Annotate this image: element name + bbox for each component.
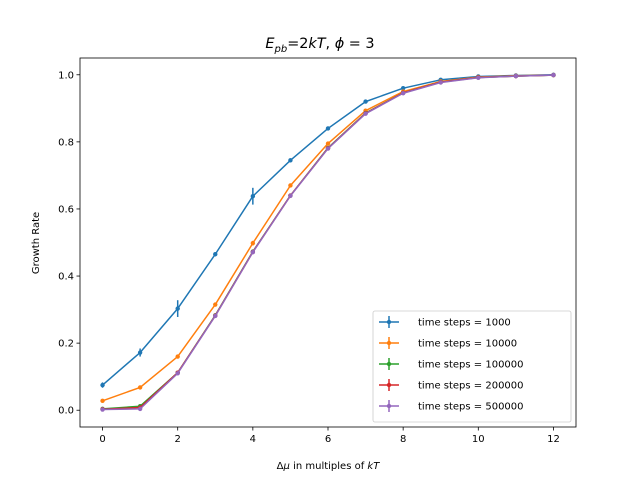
data-point <box>325 141 331 146</box>
data-point <box>137 350 143 355</box>
data-point <box>325 126 331 131</box>
legend-box <box>372 310 572 423</box>
legend-label: time steps = 1000 <box>418 318 511 329</box>
y-tick-label: 0.8 <box>58 137 74 148</box>
data-point <box>213 252 218 257</box>
legend-label: time steps = 500000 <box>418 402 524 413</box>
y-tick-label: 0.6 <box>58 204 74 215</box>
data-point <box>288 158 293 163</box>
data-point <box>175 354 180 359</box>
data-point <box>400 85 406 91</box>
title-phi: ϕ <box>335 36 345 52</box>
data-point <box>288 193 293 199</box>
series-5 <box>100 72 556 412</box>
legend-marker <box>386 340 392 346</box>
legend-marker <box>386 319 392 325</box>
data-point <box>100 382 105 388</box>
x-axis-label: Δμ in multiples of kT <box>277 461 381 472</box>
data-point <box>363 99 368 104</box>
legend-label: time steps = 200000 <box>418 381 524 392</box>
legend: time steps = 1000 time steps = 10000 time … <box>372 310 572 423</box>
chart-title: Epb=2kT, ϕ = 3 <box>265 36 374 55</box>
title-equals: =2 <box>287 36 308 52</box>
x-tick-label: 6 <box>325 434 331 445</box>
x-label-text: in multiples of <box>290 461 368 472</box>
data-point <box>400 91 406 96</box>
x-label-delta: Δ <box>277 461 284 472</box>
legend-label: time steps = 100000 <box>418 360 524 371</box>
y-tick-label: 1.0 <box>58 70 74 81</box>
x-label-mu: μ <box>283 461 290 472</box>
y-tick-label: 0.4 <box>58 272 74 283</box>
x-tick-label: 8 <box>400 434 406 445</box>
legend-label: time steps = 10000 <box>418 339 517 350</box>
data-point <box>325 146 331 151</box>
data-point <box>175 306 180 311</box>
legend-marker <box>386 361 392 367</box>
y-axis-label: Growth Rate <box>31 212 42 274</box>
data-point <box>250 250 256 255</box>
legend-marker <box>386 403 392 409</box>
data-point <box>100 398 105 404</box>
title-e: E <box>265 36 275 52</box>
title-phi-value: = 3 <box>344 36 374 52</box>
legend-marker <box>386 382 392 388</box>
data-point <box>100 407 105 412</box>
data-point <box>250 194 256 199</box>
series-layer <box>100 72 556 412</box>
title-kt: kT <box>308 36 326 52</box>
data-point <box>137 385 143 390</box>
x-tick-label: 12 <box>547 434 560 445</box>
y-tick-label: 0.0 <box>58 406 74 417</box>
data-point <box>551 72 556 78</box>
data-point <box>363 111 368 116</box>
data-point <box>213 313 218 319</box>
data-point <box>288 183 293 188</box>
data-point <box>250 240 256 246</box>
x-tick-label: 0 <box>99 434 105 445</box>
x-tick-label: 10 <box>472 434 485 445</box>
y-tick-label: 0.2 <box>58 339 74 350</box>
axis-ticks: 0 2 4 6 8 10 12 0.0 0.2 0.4 0.6 0.8 1.0 <box>58 70 560 445</box>
data-point <box>137 406 143 412</box>
title-comma: , <box>326 36 335 52</box>
data-point <box>213 302 218 307</box>
x-label-kt: kT <box>367 461 380 472</box>
title-subscript: pb <box>274 44 288 55</box>
data-point <box>175 371 180 376</box>
data-point <box>513 73 519 79</box>
x-tick-label: 4 <box>250 434 256 445</box>
data-point <box>476 75 481 80</box>
x-tick-label: 2 <box>175 434 181 445</box>
data-point <box>438 80 443 85</box>
